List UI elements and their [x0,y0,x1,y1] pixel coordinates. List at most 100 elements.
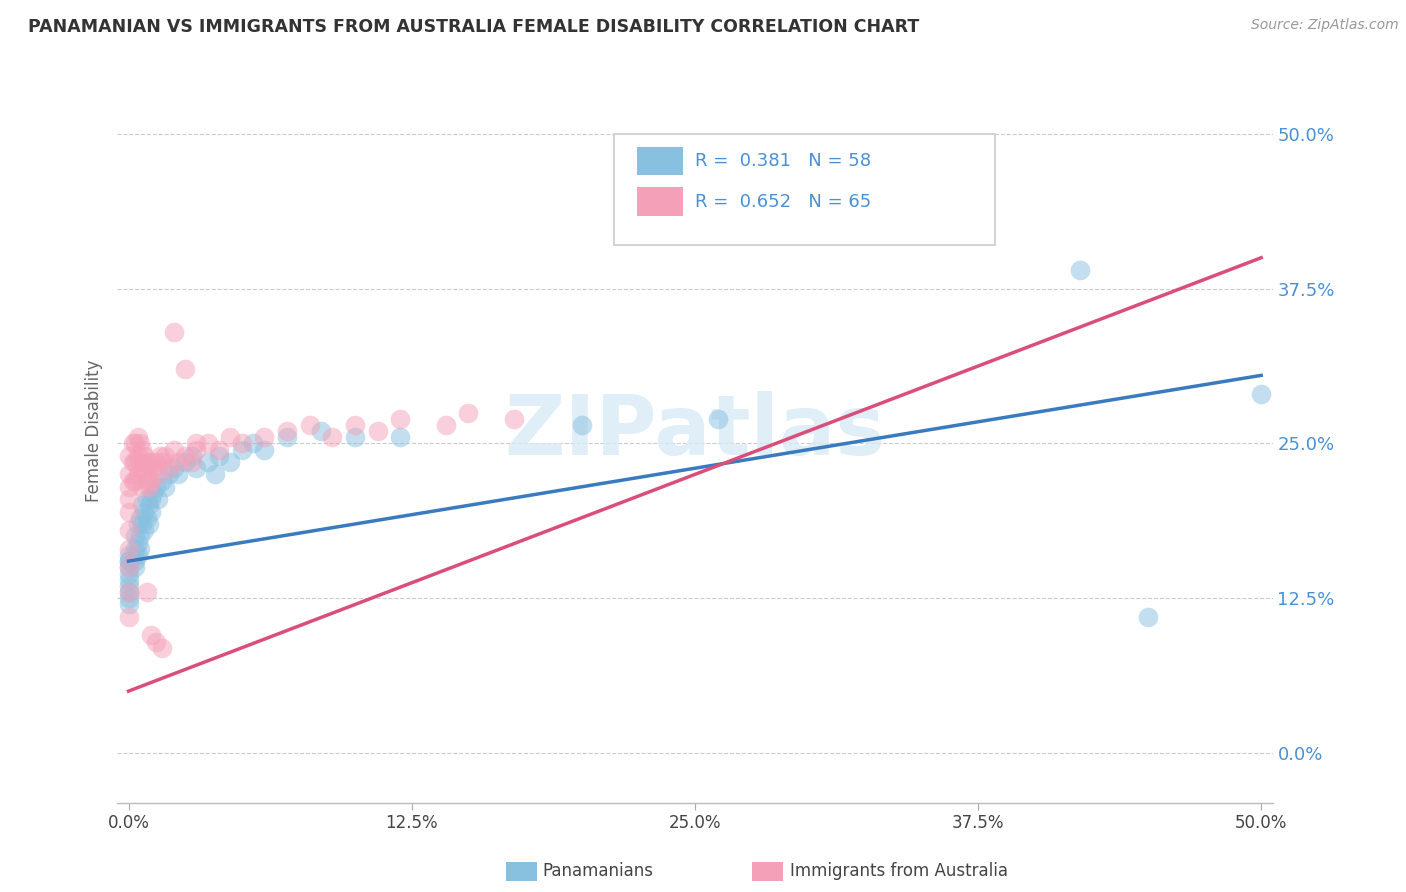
Point [122,436,145,450]
Point [571,417,593,432]
Point [131,442,153,457]
Text: R =  0.381   N = 58: R = 0.381 N = 58 [695,152,870,169]
Point [163,461,186,475]
Point [1250,387,1272,401]
Point [127,449,149,463]
Point [138,461,160,475]
Point [242,436,264,450]
Point [124,554,146,568]
Point [117,566,139,581]
Point [174,455,197,469]
Point [124,529,146,543]
Point [389,411,412,425]
Point [152,474,174,488]
Point [167,455,190,469]
Point [142,461,165,475]
Point [117,560,139,574]
Point [153,449,176,463]
Point [706,411,728,425]
Point [174,449,197,463]
Point [117,585,139,599]
Point [181,449,204,463]
Point [276,424,298,438]
FancyBboxPatch shape [614,134,995,245]
Text: Source: ZipAtlas.com: Source: ZipAtlas.com [1251,18,1399,32]
Point [231,442,253,457]
Point [117,449,139,463]
Point [253,442,276,457]
Point [149,449,172,463]
Point [253,430,276,444]
Point [117,467,139,482]
Point [152,455,174,469]
Point [181,455,204,469]
Point [124,548,146,562]
Point [141,505,163,519]
Point [127,548,149,562]
Point [131,461,153,475]
Point [131,480,153,494]
Point [174,362,197,376]
Point [163,325,186,339]
Point [344,430,367,444]
Point [138,516,160,531]
Point [157,467,180,482]
Point [344,417,367,432]
Point [124,455,146,469]
Point [204,467,226,482]
Point [117,492,139,507]
Point [117,505,139,519]
Point [134,467,156,482]
Point [131,499,153,513]
Point [167,467,190,482]
Point [145,480,167,494]
Point [122,474,145,488]
Point [367,424,389,438]
Point [122,455,145,469]
Point [131,516,153,531]
Point [142,486,165,500]
Point [219,455,242,469]
Point [157,461,180,475]
Point [141,455,163,469]
Point [128,436,150,450]
Point [309,424,332,438]
Point [135,510,157,524]
Point [208,442,231,457]
Point [117,598,139,612]
Point [117,610,139,624]
Point [208,449,231,463]
Bar [637,187,683,216]
Point [117,554,139,568]
Text: PANAMANIAN VS IMMIGRANTS FROM AUSTRALIA FEMALE DISABILITY CORRELATION CHART: PANAMANIAN VS IMMIGRANTS FROM AUSTRALIA … [28,18,920,36]
Point [127,467,149,482]
Bar [637,146,683,175]
Point [128,529,150,543]
Point [117,573,139,587]
Point [219,430,242,444]
Point [127,535,149,549]
Point [321,430,343,444]
Text: ZIPatlas: ZIPatlas [505,391,886,472]
Point [145,455,167,469]
Point [117,585,139,599]
Point [117,480,139,494]
Point [124,560,146,574]
Point [146,467,169,482]
Point [117,579,139,593]
Point [197,436,219,450]
Point [1136,610,1159,624]
Point [457,405,479,419]
Point [153,480,176,494]
Point [134,449,156,463]
Point [135,455,157,469]
Point [124,436,146,450]
Text: Panamanians: Panamanians [543,863,654,880]
Text: R =  0.652   N = 65: R = 0.652 N = 65 [695,193,872,211]
Point [197,455,219,469]
Point [141,492,163,507]
Point [127,430,149,444]
Point [127,516,149,531]
Point [117,554,139,568]
Point [135,585,157,599]
